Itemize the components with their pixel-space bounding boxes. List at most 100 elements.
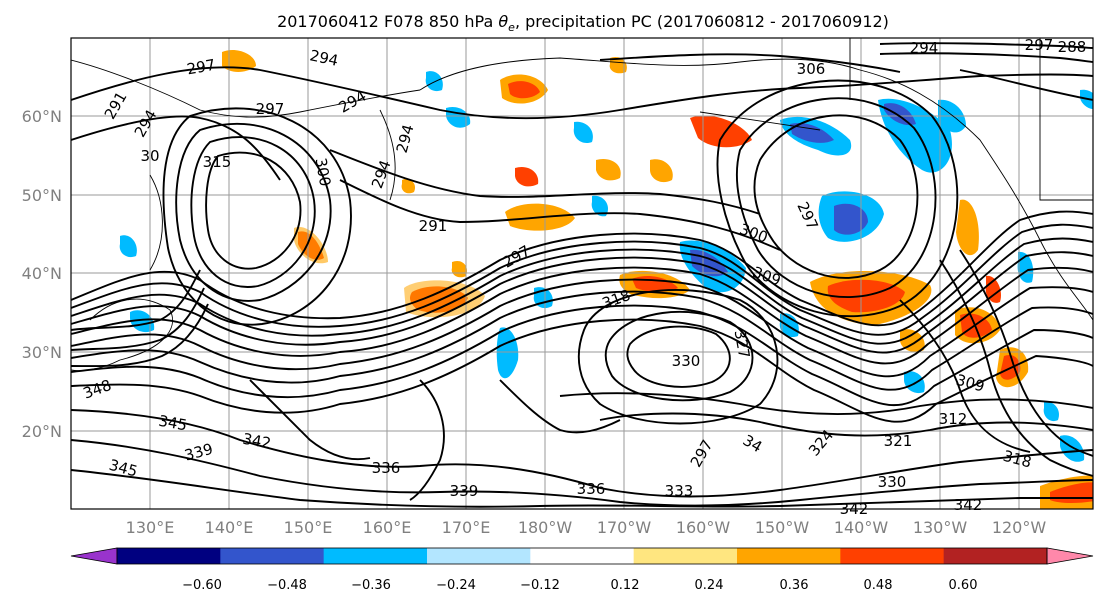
coastline xyxy=(699,111,821,131)
contour xyxy=(939,259,1093,477)
precip-blob xyxy=(130,310,155,333)
contour-label: 342 xyxy=(954,496,983,514)
precip-blob xyxy=(834,203,868,235)
lon-label: 130°E xyxy=(126,518,175,537)
contour xyxy=(71,210,1093,327)
lat-label: 60°N xyxy=(22,107,62,126)
coastline xyxy=(149,174,163,271)
precip-blob xyxy=(690,115,752,148)
colorbar-tick-label: 0.60 xyxy=(949,578,978,593)
precip-blob xyxy=(609,56,627,74)
colorbar-swatch xyxy=(323,548,428,564)
contour xyxy=(71,439,1093,507)
contour xyxy=(959,69,1093,101)
colorbar-frame xyxy=(116,547,1048,565)
colorbar-tick-label: 0.36 xyxy=(780,578,809,593)
precip-blob xyxy=(425,71,443,92)
contour xyxy=(71,303,209,368)
coastline xyxy=(859,69,1093,321)
title-suffix: , precipitation PC (2017060812 - 2017060… xyxy=(515,12,889,31)
contour xyxy=(599,412,1093,437)
colorbar-extend-low xyxy=(70,547,118,565)
contour xyxy=(626,325,731,388)
contour xyxy=(577,289,779,425)
precip-negative-shading xyxy=(119,71,1093,462)
lon-label: 150°W xyxy=(755,518,810,537)
contour xyxy=(753,114,919,279)
contour xyxy=(716,79,959,318)
lat-label: 30°N xyxy=(22,343,62,362)
lon-label: 160°E xyxy=(363,518,412,537)
colorbar-swatches xyxy=(70,547,1094,565)
contour xyxy=(205,151,302,270)
contour xyxy=(71,251,1093,354)
lon-label: 160°W xyxy=(676,518,731,537)
lat-label: 50°N xyxy=(22,186,62,205)
contour xyxy=(71,318,1093,423)
contour-label: 339 xyxy=(450,482,479,500)
precip-blob xyxy=(119,235,137,258)
precip-blob xyxy=(596,158,621,181)
contour xyxy=(959,249,1093,457)
lon-label: 130°W xyxy=(913,518,968,537)
precip-blob xyxy=(884,103,916,126)
colorbar-tick-label: −0.24 xyxy=(436,578,476,593)
lat-label: 20°N xyxy=(22,422,62,441)
colorbar: −0.60 −0.48 −0.36 −0.24 −0.12 0.12 0.24 … xyxy=(70,547,1094,593)
contour xyxy=(71,66,1093,120)
contour-label: 297 xyxy=(1025,36,1054,54)
contour xyxy=(735,97,937,298)
precip-blob xyxy=(508,81,540,99)
lon-label: 180°W xyxy=(518,518,573,537)
contour xyxy=(71,266,1093,365)
precip-blob xyxy=(790,122,834,143)
lon-label: 170°W xyxy=(597,518,652,537)
contour-label: 336 xyxy=(372,459,401,477)
contour-label: 297 xyxy=(256,100,285,118)
title-subscript: e xyxy=(508,21,515,34)
colorbar-swatch xyxy=(427,548,531,564)
contour xyxy=(162,107,352,326)
contour xyxy=(899,299,1031,453)
contour-label: 345 xyxy=(157,412,188,435)
precip-blob xyxy=(591,195,609,217)
lon-axis-labels: 130°E 140°E 150°E 160°E 170°E 180°W 170°… xyxy=(126,518,1047,537)
colorbar-swatch xyxy=(840,548,945,564)
contour xyxy=(604,311,754,402)
contour xyxy=(71,278,1093,378)
contour-label: 333 xyxy=(665,482,694,500)
contour-label: 327 xyxy=(731,328,754,359)
contour-label: 288 xyxy=(1058,38,1087,56)
lon-label: 140°E xyxy=(205,518,254,537)
title-symbol: θ xyxy=(498,12,508,31)
colorbar-swatch xyxy=(633,548,738,564)
colorbar-tick-label: 0.48 xyxy=(864,578,893,593)
colorbar-tick-label: −0.12 xyxy=(520,578,560,593)
precip-blob xyxy=(650,159,673,183)
lon-label: 120°W xyxy=(992,518,1047,537)
colorbar-swatch xyxy=(530,548,635,564)
title-prefix: 2017060412 F078 850 hPa xyxy=(277,12,498,31)
contour-label: 297 xyxy=(185,56,216,79)
contour-label: 30 xyxy=(140,147,159,165)
contour-label: 294 xyxy=(308,46,340,70)
contour-label: 336 xyxy=(577,480,606,498)
coastline xyxy=(379,109,396,201)
theta-e-contours xyxy=(71,42,1093,508)
contour-label: 330 xyxy=(672,352,701,370)
contour xyxy=(71,287,205,351)
lon-label: 140°W xyxy=(834,518,889,537)
contour xyxy=(339,179,781,251)
contour xyxy=(71,304,1093,406)
precip-blob xyxy=(904,371,925,394)
precip-blob xyxy=(1060,435,1085,462)
chart-title: 2017060412 F078 850 hPa θe, precipitatio… xyxy=(277,12,889,34)
precip-blob xyxy=(515,166,539,187)
lon-label: 150°E xyxy=(284,518,333,537)
contour xyxy=(879,42,1093,49)
contour xyxy=(879,52,1093,63)
colorbar-tick-label: −0.48 xyxy=(267,578,307,593)
contour xyxy=(71,409,1093,498)
map-panel: 297 294 291 294 297 294 30 315 300 294 2… xyxy=(70,36,1094,518)
